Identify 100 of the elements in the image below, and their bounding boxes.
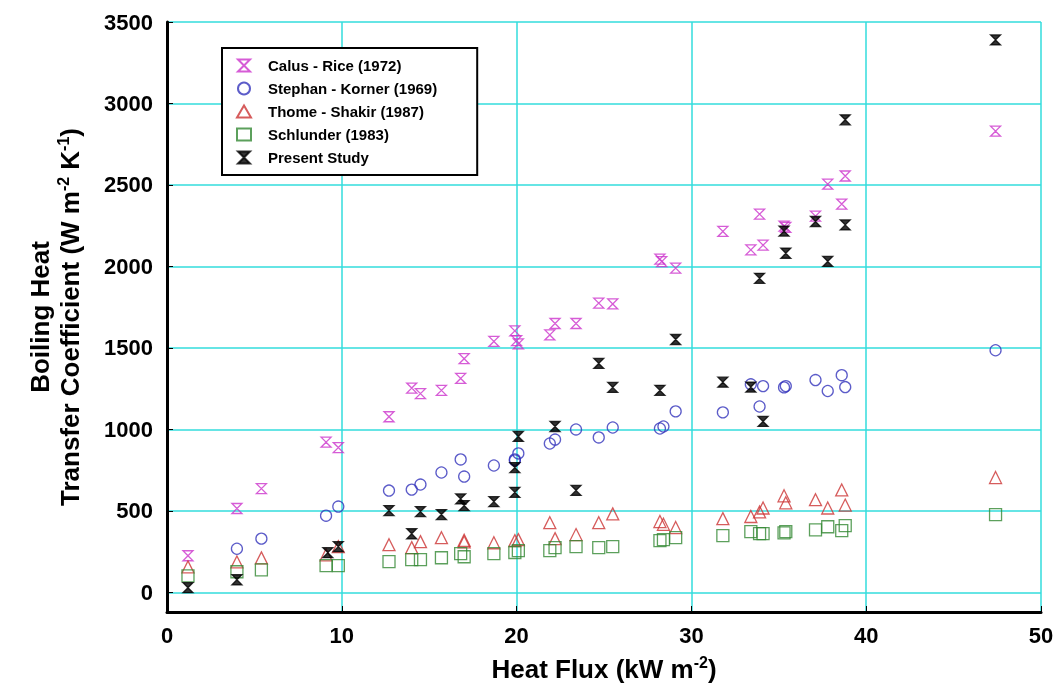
point [835, 483, 849, 497]
point [230, 555, 244, 569]
point [670, 333, 682, 346]
point [606, 421, 619, 434]
point [835, 369, 848, 382]
point [717, 225, 729, 238]
point [230, 542, 244, 555]
point [382, 554, 396, 569]
point [509, 461, 521, 474]
point [839, 219, 851, 231]
x-tick-label: 10 [329, 622, 355, 648]
point [656, 532, 671, 547]
point [458, 499, 470, 512]
point [414, 505, 427, 518]
point [822, 178, 834, 190]
point [413, 553, 428, 567]
point [435, 508, 448, 521]
point [455, 372, 467, 385]
point [607, 381, 619, 394]
point [745, 244, 757, 256]
x-tick-label: 0 [160, 622, 174, 648]
point [717, 376, 729, 388]
point [808, 523, 823, 537]
point [653, 533, 667, 548]
point [778, 225, 790, 237]
point [414, 478, 427, 491]
point [839, 114, 851, 126]
point [548, 540, 562, 555]
x-tick-label: 30 [679, 622, 704, 648]
point [756, 501, 770, 515]
point [744, 509, 758, 524]
point [744, 525, 758, 539]
point [320, 436, 332, 448]
point [413, 534, 428, 549]
point [839, 380, 852, 394]
point [570, 317, 582, 330]
point [487, 536, 501, 550]
y-tick-label: 500 [116, 498, 153, 524]
legend-label: Thome - Shakir (1987) [268, 103, 424, 120]
point [454, 453, 467, 466]
point [319, 509, 333, 522]
point [254, 563, 269, 577]
point [182, 550, 194, 562]
point [753, 272, 766, 285]
point [607, 298, 619, 310]
y-tick-label: 3500 [104, 9, 153, 35]
point [654, 384, 666, 396]
point [332, 500, 345, 513]
y-tick-label: 2500 [104, 172, 153, 198]
point [836, 198, 848, 210]
point [510, 334, 523, 347]
point [656, 517, 671, 531]
point [989, 34, 1002, 46]
point [821, 501, 835, 515]
point [487, 547, 501, 561]
point [382, 538, 396, 552]
point [569, 423, 583, 436]
point [231, 502, 243, 515]
point [756, 379, 770, 393]
point [593, 297, 605, 309]
point [592, 516, 606, 530]
point [757, 239, 769, 251]
point [606, 539, 620, 554]
point [757, 415, 769, 428]
point [543, 437, 556, 450]
point [548, 532, 562, 546]
point [777, 489, 791, 503]
point [988, 507, 1003, 522]
point [835, 524, 849, 538]
y-tick-label: 1000 [104, 416, 153, 442]
point [383, 411, 395, 423]
point [779, 496, 793, 510]
point [405, 483, 418, 496]
point [989, 344, 1002, 357]
point [988, 470, 1003, 485]
point [488, 335, 500, 348]
point [716, 529, 730, 543]
point [549, 317, 561, 330]
point [821, 520, 835, 534]
point [716, 511, 730, 526]
y-tick-label: 0 [140, 579, 153, 605]
point [752, 505, 767, 519]
point [669, 520, 683, 535]
point [255, 532, 268, 545]
point [435, 466, 448, 479]
legend-label: Calus - Rice (1972) [268, 57, 402, 74]
point [458, 353, 470, 365]
point [548, 433, 562, 446]
point [414, 387, 427, 400]
point [838, 498, 852, 512]
point [254, 551, 269, 565]
point [593, 357, 605, 370]
point [549, 420, 561, 433]
point [319, 559, 333, 573]
point [332, 441, 344, 454]
point [669, 531, 683, 545]
point [821, 384, 834, 398]
point [488, 496, 500, 508]
point [512, 447, 525, 460]
point [670, 262, 682, 274]
